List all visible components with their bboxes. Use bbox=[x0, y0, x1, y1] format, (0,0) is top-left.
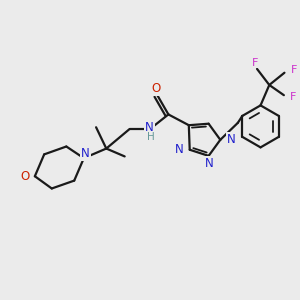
Text: F: F bbox=[290, 92, 297, 102]
Text: F: F bbox=[251, 58, 258, 68]
Text: O: O bbox=[151, 82, 160, 95]
Text: H: H bbox=[147, 132, 154, 142]
Text: N: N bbox=[205, 157, 214, 170]
Text: N: N bbox=[227, 133, 236, 146]
Text: F: F bbox=[291, 65, 297, 75]
Text: N: N bbox=[81, 147, 90, 160]
Text: O: O bbox=[20, 170, 30, 183]
Text: N: N bbox=[145, 121, 154, 134]
Text: N: N bbox=[175, 143, 183, 156]
